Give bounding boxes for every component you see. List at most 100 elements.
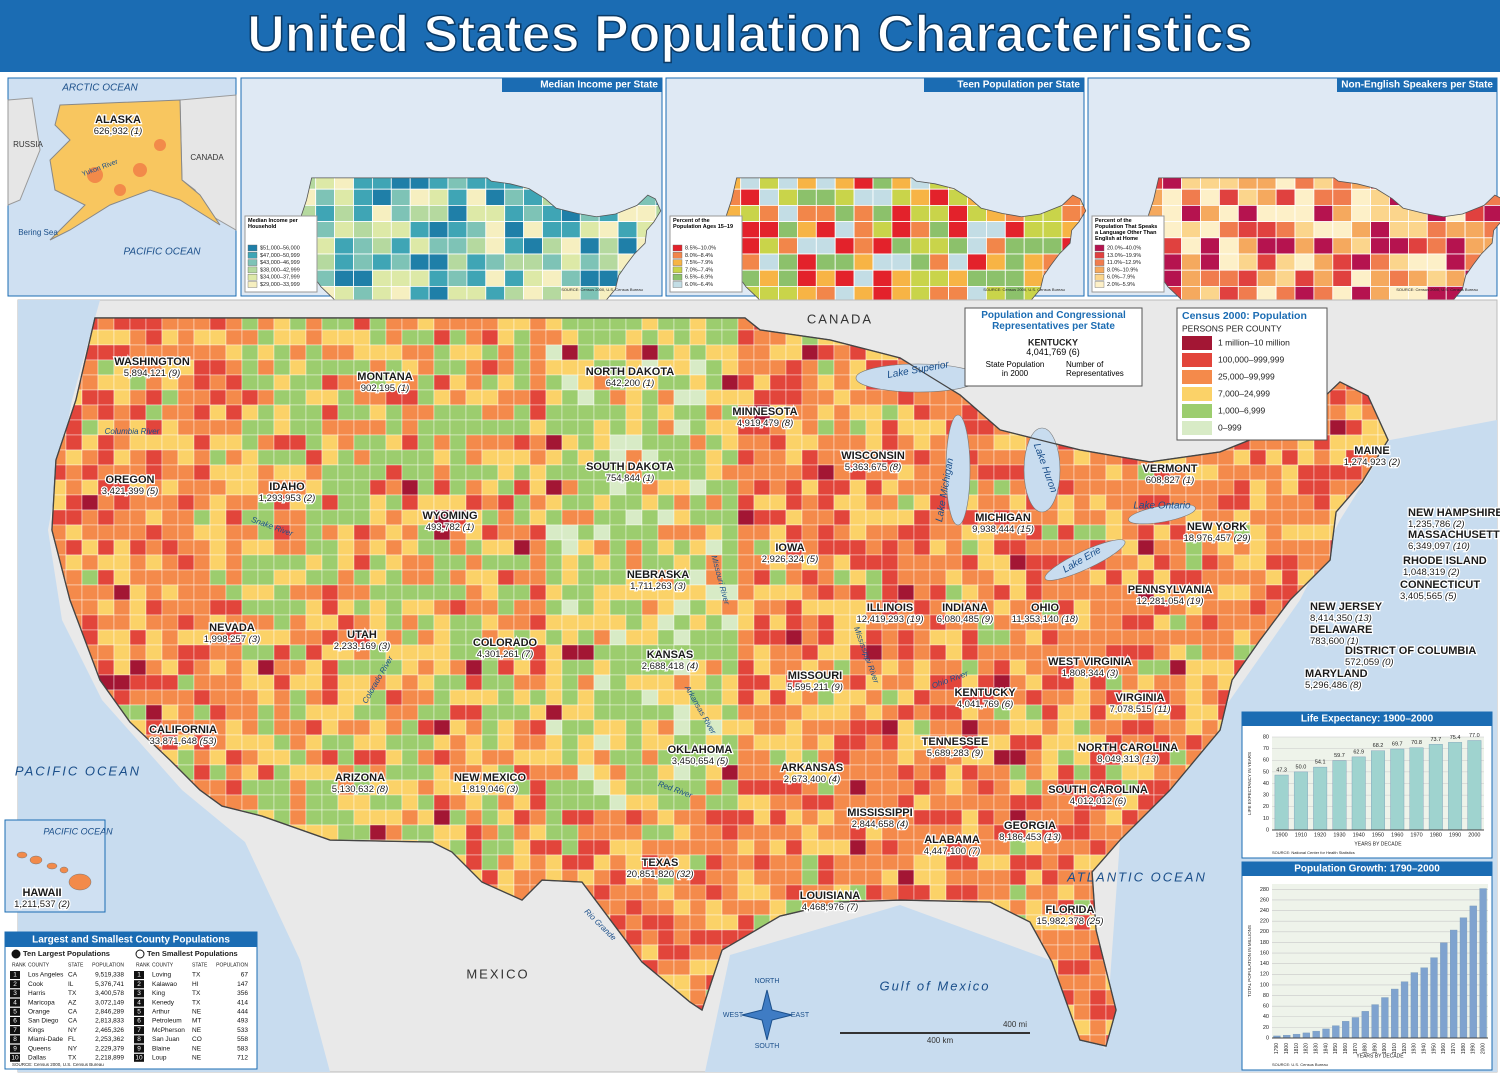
county xyxy=(769,884,787,901)
county xyxy=(849,734,867,751)
county xyxy=(401,569,419,586)
county xyxy=(881,479,899,496)
county xyxy=(833,584,851,601)
county xyxy=(481,809,499,826)
county xyxy=(353,509,371,526)
county xyxy=(1265,479,1283,496)
county xyxy=(817,569,835,586)
county xyxy=(129,644,147,661)
county xyxy=(705,779,723,796)
county xyxy=(673,839,691,856)
county xyxy=(305,779,323,796)
county xyxy=(577,344,595,361)
county xyxy=(993,539,1011,556)
county xyxy=(449,794,467,811)
county xyxy=(593,509,611,526)
county xyxy=(497,509,515,526)
county xyxy=(545,344,563,361)
county xyxy=(641,509,659,526)
county xyxy=(785,629,803,646)
county xyxy=(177,494,195,511)
county xyxy=(401,734,419,751)
county xyxy=(369,704,387,721)
state-fill xyxy=(542,253,562,271)
county xyxy=(497,734,515,751)
county xyxy=(625,734,643,751)
county xyxy=(561,344,579,361)
county xyxy=(561,614,579,631)
state-fill xyxy=(1332,221,1353,239)
county xyxy=(529,599,547,616)
county xyxy=(561,644,579,661)
county xyxy=(881,524,899,541)
county xyxy=(1137,764,1155,781)
county xyxy=(385,419,403,436)
county xyxy=(577,794,595,811)
county xyxy=(753,854,771,871)
county xyxy=(609,569,627,586)
county xyxy=(785,644,803,661)
county xyxy=(545,659,563,676)
state-fill xyxy=(371,221,392,239)
state-fill xyxy=(853,253,874,271)
county xyxy=(497,434,515,451)
county xyxy=(929,779,947,796)
county xyxy=(433,374,451,391)
county xyxy=(193,344,211,361)
county xyxy=(465,674,483,691)
county xyxy=(1041,584,1059,601)
county xyxy=(305,524,323,541)
county xyxy=(689,884,707,901)
county xyxy=(353,734,371,751)
county xyxy=(1201,494,1219,511)
county xyxy=(513,719,531,736)
state-fill xyxy=(910,188,931,206)
county xyxy=(1281,539,1299,556)
county xyxy=(961,539,979,556)
county xyxy=(785,569,803,586)
county xyxy=(161,689,179,706)
county xyxy=(145,434,163,451)
county xyxy=(449,569,467,586)
county xyxy=(817,734,835,751)
county xyxy=(225,704,243,721)
county xyxy=(225,734,243,751)
legend-label: 6.5%–6.9% xyxy=(685,275,713,281)
county xyxy=(545,644,563,661)
county xyxy=(209,344,227,361)
county xyxy=(1265,539,1283,556)
county xyxy=(289,719,307,736)
county xyxy=(529,539,547,556)
county xyxy=(705,374,723,391)
county xyxy=(321,554,339,571)
county xyxy=(833,389,851,406)
county xyxy=(753,344,771,361)
county xyxy=(561,779,579,796)
county xyxy=(625,689,643,706)
county xyxy=(225,674,243,691)
state-fill xyxy=(447,221,468,239)
county xyxy=(1185,734,1203,751)
county xyxy=(657,689,675,706)
county xyxy=(849,689,867,706)
county xyxy=(209,509,227,526)
county xyxy=(545,509,563,526)
county xyxy=(1169,614,1187,631)
county xyxy=(1313,524,1331,541)
county xyxy=(673,884,691,901)
county xyxy=(401,419,419,436)
county xyxy=(145,494,163,511)
county xyxy=(561,329,579,346)
county xyxy=(1089,764,1107,781)
county xyxy=(705,629,723,646)
county xyxy=(1009,764,1027,781)
county xyxy=(497,749,515,766)
state-fill xyxy=(1218,237,1239,255)
county xyxy=(385,494,403,511)
state-fill xyxy=(740,237,761,255)
county xyxy=(545,329,563,346)
state-fill xyxy=(1389,221,1409,239)
state-fill xyxy=(1483,204,1500,223)
county xyxy=(209,524,227,541)
county xyxy=(1281,449,1299,466)
